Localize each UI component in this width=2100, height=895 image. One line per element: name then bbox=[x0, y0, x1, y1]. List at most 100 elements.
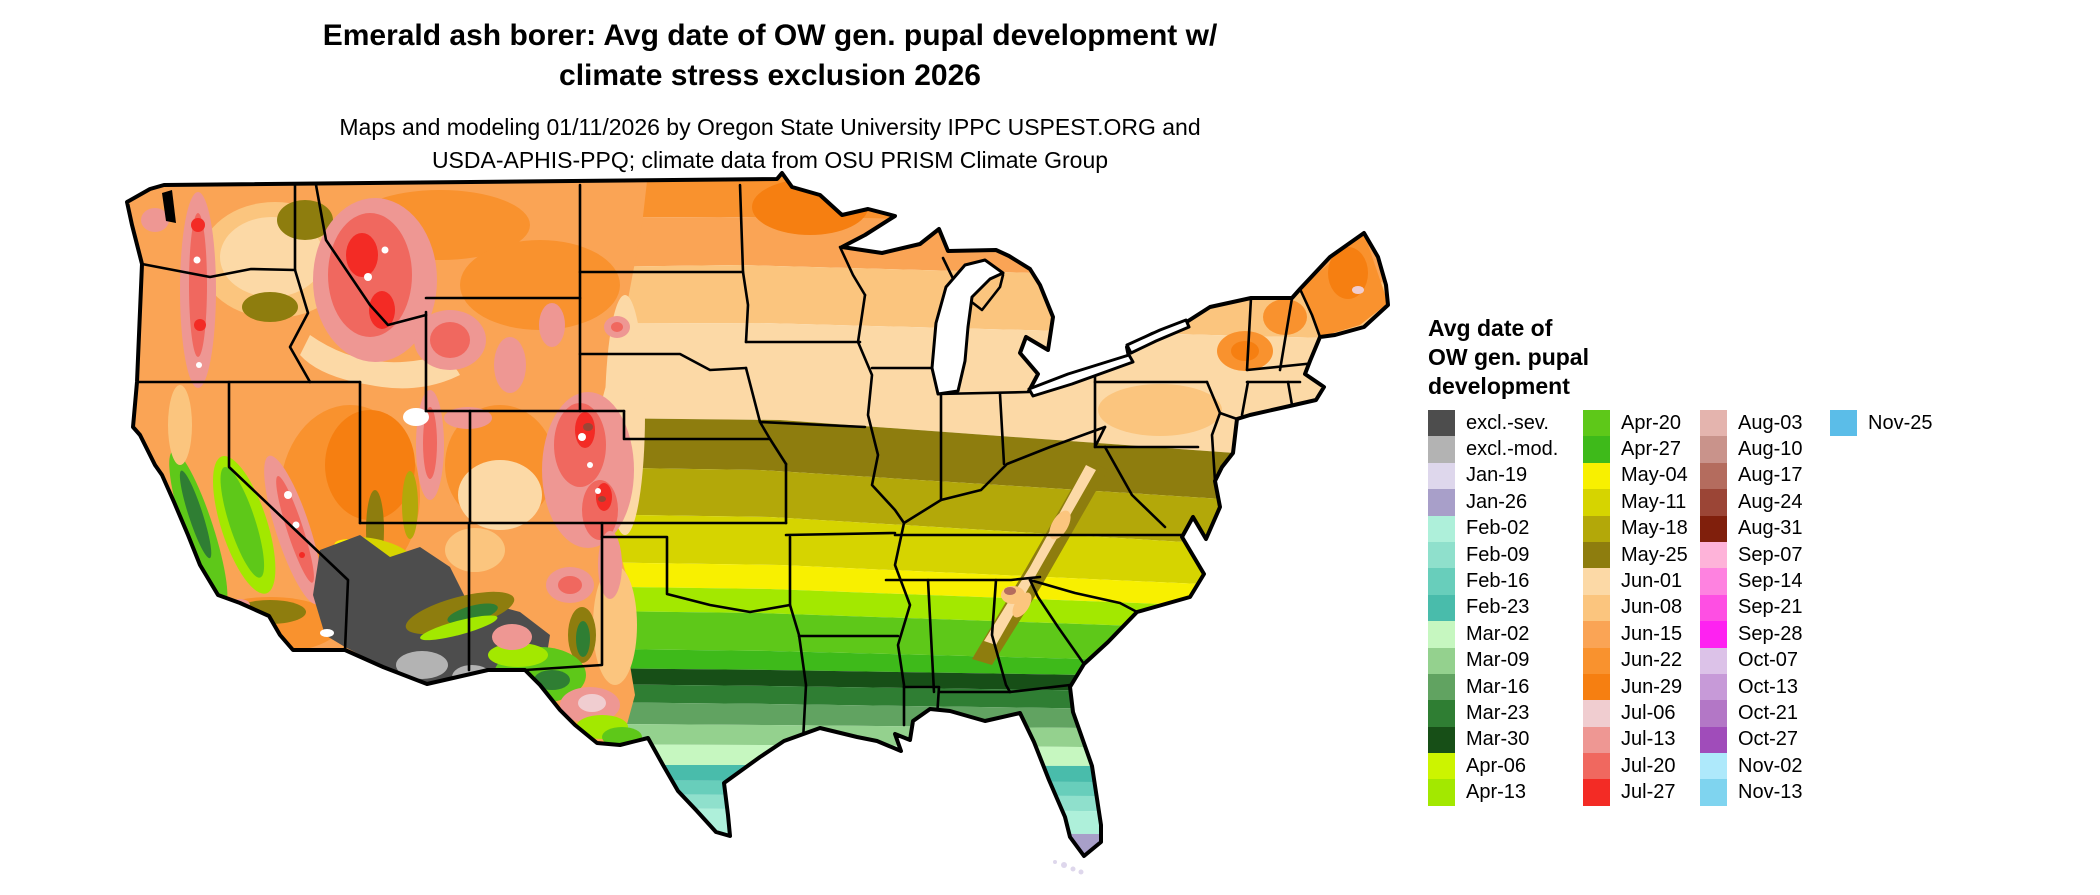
legend-item: excl.-sev. bbox=[1428, 410, 1558, 437]
legend-item: Aug-10 bbox=[1700, 436, 1803, 463]
legend-swatch bbox=[1830, 410, 1857, 437]
legend-label: Jul-20 bbox=[1621, 754, 1676, 777]
legend-label: Apr-27 bbox=[1621, 438, 1682, 461]
legend-label: Jun-22 bbox=[1621, 649, 1683, 672]
legend-item: Jun-15 bbox=[1583, 621, 1688, 648]
legend-label: May-18 bbox=[1621, 517, 1688, 540]
us-outline bbox=[125, 171, 1390, 858]
legend-swatch bbox=[1428, 462, 1455, 490]
legend-swatch bbox=[1700, 647, 1727, 674]
legend-item: Nov-02 bbox=[1700, 753, 1803, 780]
subtitle-line-1: Maps and modeling 01/11/2026 by Oregon S… bbox=[339, 114, 1201, 140]
legend-swatch bbox=[1583, 594, 1610, 622]
legend-item: May-11 bbox=[1583, 489, 1688, 516]
legend-label: Jul-27 bbox=[1621, 781, 1676, 804]
legend-label: Aug-10 bbox=[1738, 438, 1803, 461]
legend-item: Feb-02 bbox=[1428, 515, 1558, 542]
legend-item: Jul-06 bbox=[1583, 700, 1688, 727]
legend-item: Jun-08 bbox=[1583, 594, 1688, 622]
legend-swatch bbox=[1700, 594, 1727, 622]
legend-item: Nov-13 bbox=[1700, 779, 1803, 806]
legend-label: Jun-08 bbox=[1621, 596, 1683, 619]
legend-label: Mar-16 bbox=[1466, 675, 1530, 698]
legend-swatch bbox=[1700, 779, 1727, 806]
legend-item: May-18 bbox=[1583, 515, 1688, 542]
page-title: Emerald ash borer: Avg date of OW gen. p… bbox=[0, 16, 1540, 96]
legend-label: Apr-13 bbox=[1466, 781, 1527, 804]
legend-label: Jan-26 bbox=[1466, 490, 1528, 513]
subtitle-line-2: USDA-APHIS-PPQ; climate data from OSU PR… bbox=[431, 147, 1109, 173]
legend-swatch bbox=[1583, 541, 1610, 569]
legend-swatch bbox=[1428, 700, 1455, 727]
legend-item: Apr-27 bbox=[1583, 436, 1688, 463]
legend-swatch bbox=[1583, 621, 1610, 648]
legend-swatch bbox=[1428, 436, 1455, 463]
legend-label: May-11 bbox=[1621, 490, 1687, 513]
legend-label: May-25 bbox=[1621, 543, 1688, 566]
legend-label: Jan-19 bbox=[1466, 464, 1528, 487]
legend-swatch bbox=[1700, 726, 1727, 754]
legend-label: excl.-mod. bbox=[1466, 438, 1559, 461]
legend-swatch bbox=[1700, 462, 1727, 490]
legend-swatch bbox=[1700, 700, 1727, 727]
great-lakes bbox=[930, 258, 1191, 398]
legend-swatch bbox=[1700, 621, 1727, 648]
legend-label: Oct-27 bbox=[1738, 728, 1799, 751]
legend-item: Feb-09 bbox=[1428, 541, 1558, 569]
legend-item: Mar-16 bbox=[1428, 673, 1558, 701]
legend-swatch bbox=[1700, 753, 1727, 780]
legend-label: Nov-02 bbox=[1738, 754, 1803, 777]
legend-label: Oct-13 bbox=[1738, 675, 1799, 698]
legend-swatch bbox=[1583, 726, 1610, 754]
legend-column-1: excl.-sev. excl.-mod. Jan-19 Jan-26 Feb-02 Fe… bbox=[1428, 410, 1558, 806]
legend-item: May-04 bbox=[1583, 462, 1688, 490]
legend-column-4: Nov-25 bbox=[1830, 410, 1932, 437]
legend-column-3: Aug-03 Aug-10 Aug-17 Aug-24 Aug-31 Sep-07 Sep-… bbox=[1700, 410, 1803, 806]
legend-item: excl.-mod. bbox=[1428, 436, 1559, 463]
legend-swatch bbox=[1428, 753, 1455, 780]
title-line-1: Emerald ash borer: Avg date of OW gen. p… bbox=[322, 19, 1218, 52]
legend-label: Sep-07 bbox=[1738, 543, 1803, 566]
legend-label: Mar-23 bbox=[1466, 701, 1530, 724]
legend-swatch bbox=[1583, 489, 1610, 516]
legend-item: Mar-09 bbox=[1428, 647, 1558, 674]
legend-item: Mar-02 bbox=[1428, 621, 1558, 648]
legend-swatch bbox=[1583, 515, 1610, 542]
legend-label: Mar-30 bbox=[1466, 728, 1530, 751]
legend-label: Apr-20 bbox=[1621, 411, 1682, 434]
legend-item: Feb-23 bbox=[1428, 594, 1558, 622]
legend-swatch bbox=[1428, 515, 1455, 542]
legend-swatch bbox=[1700, 541, 1727, 569]
legend-swatch bbox=[1428, 410, 1455, 437]
legend-item: Aug-03 bbox=[1700, 410, 1803, 437]
legend-item: Jul-20 bbox=[1583, 753, 1688, 780]
legend-label: Jun-15 bbox=[1621, 622, 1683, 645]
legend-title-line-1: Avg date of bbox=[1428, 315, 1553, 341]
legend-item: Apr-06 bbox=[1428, 753, 1558, 780]
legend-label: Feb-02 bbox=[1466, 517, 1530, 540]
legend-swatch bbox=[1428, 568, 1455, 595]
legend-swatch bbox=[1428, 541, 1455, 569]
legend-item: Aug-31 bbox=[1700, 515, 1803, 542]
legend-swatch bbox=[1700, 489, 1727, 516]
legend-label: Sep-28 bbox=[1738, 622, 1803, 645]
legend-swatch bbox=[1700, 673, 1727, 701]
page-subtitle: Maps and modeling 01/11/2026 by Oregon S… bbox=[0, 111, 1540, 177]
legend-swatch bbox=[1428, 779, 1455, 806]
legend-swatch bbox=[1583, 410, 1610, 437]
legend-label: Aug-03 bbox=[1738, 411, 1803, 434]
legend-item: Feb-16 bbox=[1428, 568, 1558, 595]
legend-label: Oct-21 bbox=[1738, 701, 1799, 724]
legend-swatch bbox=[1583, 568, 1610, 595]
us-map-svg bbox=[125, 171, 1390, 875]
legend-swatch bbox=[1583, 673, 1610, 701]
legend-swatch bbox=[1428, 621, 1455, 648]
legend-item: Sep-28 bbox=[1700, 621, 1803, 648]
florida-keys bbox=[1053, 860, 1084, 875]
legend-item: Sep-21 bbox=[1700, 594, 1803, 622]
legend-item: Mar-30 bbox=[1428, 726, 1558, 754]
legend-swatch bbox=[1428, 726, 1455, 754]
legend-label: Jun-01 bbox=[1621, 570, 1683, 593]
legend-label: Feb-23 bbox=[1466, 596, 1530, 619]
state-borders bbox=[135, 183, 1322, 743]
